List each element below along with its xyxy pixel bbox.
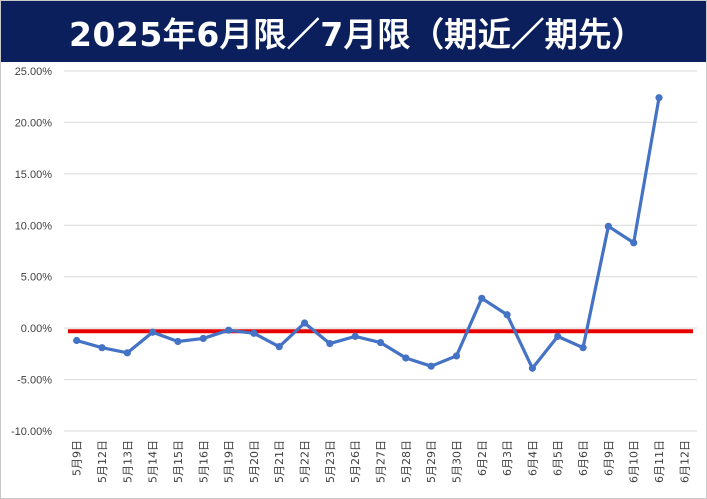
x-tick-label: 6月11日 [653,440,666,483]
x-tick-label: 5月13日 [121,440,134,483]
series-line [76,97,661,370]
data-point [478,294,486,302]
data-point [528,364,537,372]
x-tick-label: 6月12日 [678,440,691,483]
x-tick-label: 6月3日 [501,440,514,476]
x-tick-label: 5月16日 [197,440,210,483]
data-point [579,344,587,352]
data-point [149,328,157,336]
x-tick-label: 6月10日 [628,440,641,483]
x-tick-label: 5月20日 [248,440,261,483]
x-tick-label: 6月9日 [602,440,615,476]
y-tick-label: 20.00% [15,117,53,129]
x-tick-label: 6月6日 [577,440,590,476]
x-tick-label: 6月5日 [552,440,565,476]
data-point [73,336,81,345]
x-tick-label: 5月26日 [349,440,362,483]
data-point [630,239,638,247]
y-tick-label: -5.00% [17,375,52,387]
data-point [402,354,410,362]
data-point [427,362,435,370]
data-point [554,332,562,340]
data-point [174,337,182,346]
data-point [250,329,258,337]
series-group [73,94,663,372]
x-tick-label: 5月19日 [223,440,236,483]
data-point [326,339,334,348]
y-tick-label: 10.00% [15,220,53,232]
data-point [224,326,233,334]
data-point [655,94,663,102]
x-tick-label: 5月23日 [324,440,337,483]
x-tick-label: 5月9日 [71,440,84,476]
x-tick-label: 6月4日 [526,440,539,476]
chart-title: 2025年6月限／7月限（期近／期先） [69,14,646,54]
data-point [351,332,359,340]
title-bar: 2025年6月限／7月限（期近／期先） [1,1,706,62]
data-point [452,352,461,360]
data-point [300,319,309,327]
x-tick-label: 5月28日 [400,440,413,483]
data-point [199,334,207,343]
data-point [275,343,283,351]
x-tick-label: 5月27日 [375,440,388,483]
x-tick-label: 5月29日 [425,440,438,483]
gridlines [64,70,697,432]
x-tick-label: 5月14日 [147,440,160,483]
y-tick-label: 0.00% [21,323,52,335]
y-axis-ticks: 25.00% 20.00% 15.00% 10.00% 5.00% 0.00% -5.00%… [11,66,52,438]
data-point [503,311,511,319]
data-point [376,338,385,347]
data-point [604,222,612,230]
y-tick-label: 5.00% [21,272,52,284]
y-tick-label: -10.00% [11,426,52,438]
x-tick-label: 5月21日 [273,440,286,483]
data-point [123,349,131,357]
x-tick-label: 5月22日 [299,440,312,483]
x-tick-label: 5月30日 [450,440,463,483]
y-tick-label: 15.00% [15,169,53,181]
data-point [98,344,106,352]
y-tick-label: 25.00% [15,66,53,78]
x-tick-label: 5月15日 [172,440,185,483]
x-axis-ticks: 5月9日 5月12日 5月13日 5月14日 5月15日 5月16日 5月19日 5月20日 5… [71,440,692,483]
x-tick-label: 6月2日 [476,440,489,476]
x-tick-label: 5月12日 [96,440,109,483]
